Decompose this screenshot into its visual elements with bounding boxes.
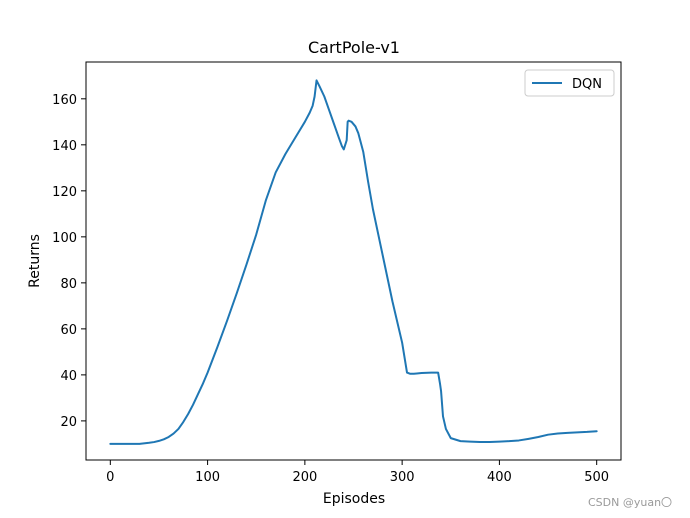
x-tick-label: 300 — [390, 470, 415, 485]
x-axis-label: Episodes — [323, 491, 385, 507]
y-axis: 20 40 60 80 100 120 140 160 — [52, 93, 86, 430]
y-tick-label: 20 — [60, 415, 77, 430]
legend: DQN — [524, 69, 615, 97]
x-tick-label: 0 — [106, 470, 114, 485]
plot-frame — [85, 61, 622, 461]
y-tick-label: 120 — [52, 185, 77, 200]
y-tick-label: 100 — [52, 231, 77, 246]
x-tick-label: 100 — [195, 470, 220, 485]
series-layer — [109, 79, 598, 445]
y-tick-label: 40 — [60, 369, 77, 384]
y-tick-label: 160 — [52, 93, 77, 108]
legend-label-dqn: DQN — [572, 77, 602, 92]
chart-title: CartPole-v1 — [308, 38, 400, 57]
y-axis-label: Returns — [27, 234, 43, 288]
x-tick-label: 400 — [487, 470, 512, 485]
x-tick-label: 500 — [584, 470, 609, 485]
series-line-dqn — [109, 79, 598, 445]
legend-box — [524, 69, 615, 97]
y-tick-label: 80 — [60, 277, 77, 292]
x-tick-label: 200 — [292, 470, 317, 485]
y-tick-label: 60 — [60, 323, 77, 338]
y-tick-label: 140 — [52, 139, 77, 154]
watermark: CSDN @yuan〇 — [588, 496, 672, 509]
x-axis: 0 100 200 300 400 500 — [106, 460, 609, 485]
